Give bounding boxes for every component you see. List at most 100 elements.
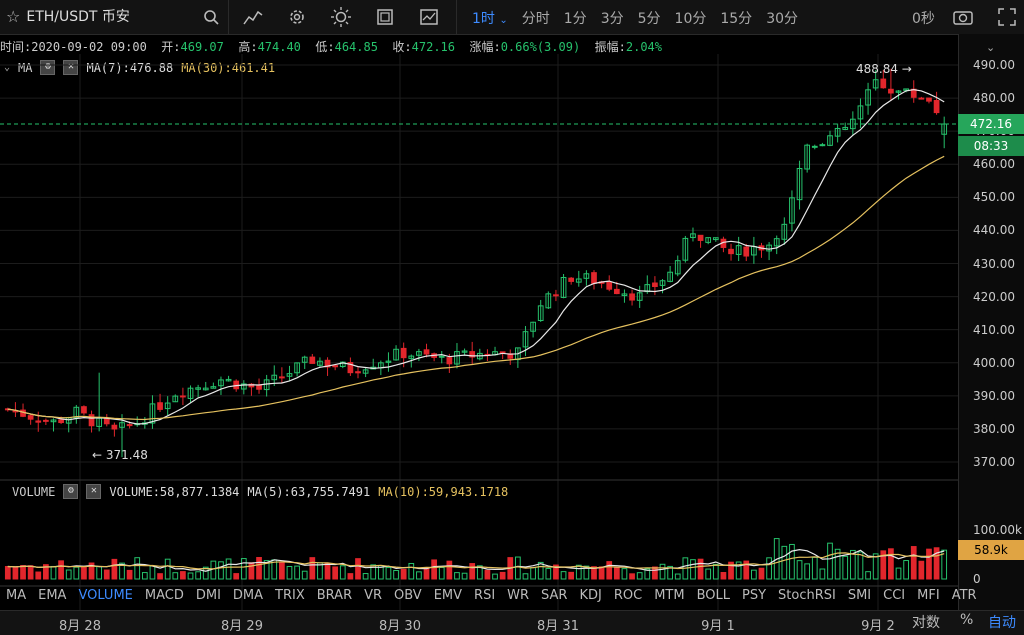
indicator-tab-macd[interactable]: MACD <box>144 588 184 603</box>
volume-bar <box>743 560 750 580</box>
indicator-tab-atr[interactable]: ATR <box>951 588 977 603</box>
price-tick-label: 460.00 <box>973 157 1015 172</box>
indicator-tab-ma[interactable]: MA <box>6 588 27 603</box>
indicator-tab-vr[interactable]: VR <box>364 588 383 603</box>
indicator-tab-volume[interactable]: VOLUME <box>78 588 133 603</box>
volume-value: VOLUME:58,877.1384 <box>109 484 240 499</box>
volume-bar <box>583 565 590 580</box>
fullscreen-icon[interactable] <box>994 4 1020 30</box>
indicator-tab-cci[interactable]: CCI <box>883 588 906 603</box>
candlestick-chart[interactable]: 488.84 → ← 371.48 <box>0 34 958 610</box>
volume-bar <box>157 573 163 580</box>
indicator-tab-obv[interactable]: OBV <box>394 588 422 603</box>
volume-bar <box>279 562 285 580</box>
candle-body <box>918 97 925 100</box>
symbol-label: ETH/USDT 币安 <box>26 9 130 25</box>
volume-bar <box>499 571 506 580</box>
countdown-tag: 08:33 <box>958 136 1024 157</box>
volume-bar <box>27 565 34 580</box>
volume-bar <box>438 567 445 580</box>
candle-body <box>279 376 285 379</box>
candle-body <box>35 420 42 423</box>
volume-bar <box>4 565 11 580</box>
ma-settings-icon[interactable]: ⚙ <box>40 60 56 75</box>
indicator-tab-wr[interactable]: WR <box>507 588 530 603</box>
volume-bar <box>819 568 826 580</box>
seconds-readout[interactable]: 0秒 <box>912 11 935 27</box>
chart-type-icon[interactable] <box>240 4 266 30</box>
interval-1m[interactable]: 1分 <box>563 11 587 27</box>
volume-bar <box>629 573 635 580</box>
candle-body <box>157 402 163 410</box>
volume-bar <box>446 560 453 580</box>
interval-1h[interactable]: 1时 ⌄ <box>472 11 508 27</box>
indicator-tab-smi[interactable]: SMI <box>847 588 872 603</box>
interval-15m[interactable]: 15分 <box>720 11 753 27</box>
volume-bar <box>880 550 887 580</box>
interval-3m[interactable]: 3分 <box>600 11 624 27</box>
search-icon[interactable] <box>198 4 224 30</box>
indicator-tab-dma[interactable]: DMA <box>232 588 264 603</box>
indicator-tab-boll[interactable]: BOLL <box>696 588 730 603</box>
amp-value: 2.04% <box>625 40 662 54</box>
candle-body <box>735 245 742 255</box>
ma30-line <box>7 155 945 421</box>
candle-body <box>880 78 887 89</box>
interval-10m[interactable]: 10分 <box>674 11 707 27</box>
interval-5m[interactable]: 5分 <box>637 11 661 27</box>
indicator-tab-mtm[interactable]: MTM <box>654 588 685 603</box>
volume-close-icon[interactable]: ✕ <box>86 484 102 499</box>
interval-timeline[interactable]: 分时 <box>521 11 550 27</box>
volume-bar <box>202 566 209 580</box>
camera-icon[interactable] <box>950 4 976 30</box>
indicator-tab-emv[interactable]: EMV <box>433 588 463 603</box>
axis-collapse-icon[interactable]: ⌄ <box>986 41 996 54</box>
candle-body <box>652 282 658 288</box>
indicator-tab-sar[interactable]: SAR <box>541 588 568 603</box>
candle-body <box>743 246 750 257</box>
volume-bar <box>43 564 49 580</box>
candle-body <box>164 402 171 410</box>
indicator-tab-stochrsi[interactable]: StochRSI <box>778 588 836 603</box>
interval-selector: 1时 ⌄ 分时 1分 3分 5分 10分 15分 30分 <box>472 8 798 28</box>
volume-bar <box>339 565 346 580</box>
indicator-tab-mfi[interactable]: MFI <box>917 588 940 603</box>
chevron-down-icon[interactable]: ⌄ <box>499 15 508 26</box>
volume-bar <box>537 561 544 580</box>
star-icon[interactable]: ☆ <box>6 6 21 26</box>
percent-scale-toggle[interactable]: % <box>960 612 974 628</box>
volume-bar <box>324 563 331 580</box>
candle-body <box>58 419 64 424</box>
volume-settings-icon[interactable]: ⚙ <box>63 484 79 499</box>
symbol-title[interactable]: ☆ ETH/USDT 币安 <box>6 6 130 26</box>
close-value: 472.16 <box>411 40 456 54</box>
interval-30m[interactable]: 30分 <box>766 11 799 27</box>
indicator-tab-brar[interactable]: BRAR <box>316 588 353 603</box>
log-scale-toggle[interactable]: 对数 <box>912 615 940 631</box>
time-axis[interactable]: 8月 28 8月 29 8月 30 8月 31 9月 1 9月 2 <box>0 610 1024 635</box>
volume-bar <box>735 561 742 580</box>
high-label: 高: <box>238 40 258 54</box>
ma-close-icon[interactable]: ✕ <box>63 60 79 75</box>
indicator-tab-rsi[interactable]: RSI <box>474 588 496 603</box>
indicator-tab-dmi[interactable]: DMI <box>195 588 221 603</box>
layout-icon[interactable] <box>372 4 398 30</box>
auto-scale-toggle[interactable]: 自动 <box>988 615 1016 631</box>
indicator-tab-roc[interactable]: ROC <box>613 588 643 603</box>
volume-tick-label: 0 <box>973 572 981 586</box>
price-tick-label: 450.00 <box>973 190 1015 205</box>
theme-sun-icon[interactable] <box>328 4 354 30</box>
candle-body <box>73 406 80 419</box>
gear-icon[interactable] <box>284 4 310 30</box>
indicator-tab-psy[interactable]: PSY <box>741 588 767 603</box>
volume-bar <box>233 573 240 580</box>
indicator-tab-trix[interactable]: TRIX <box>275 588 305 603</box>
candle-body <box>309 356 316 364</box>
chevron-down-icon[interactable]: ⌄ <box>4 62 11 73</box>
indicator-tab-ema[interactable]: EMA <box>38 588 67 603</box>
volume-bar <box>652 566 658 580</box>
volume-bar <box>918 560 925 580</box>
indicator-panel-icon[interactable] <box>416 4 442 30</box>
volume-bar <box>141 572 148 580</box>
indicator-tab-kdj[interactable]: KDJ <box>579 588 602 603</box>
